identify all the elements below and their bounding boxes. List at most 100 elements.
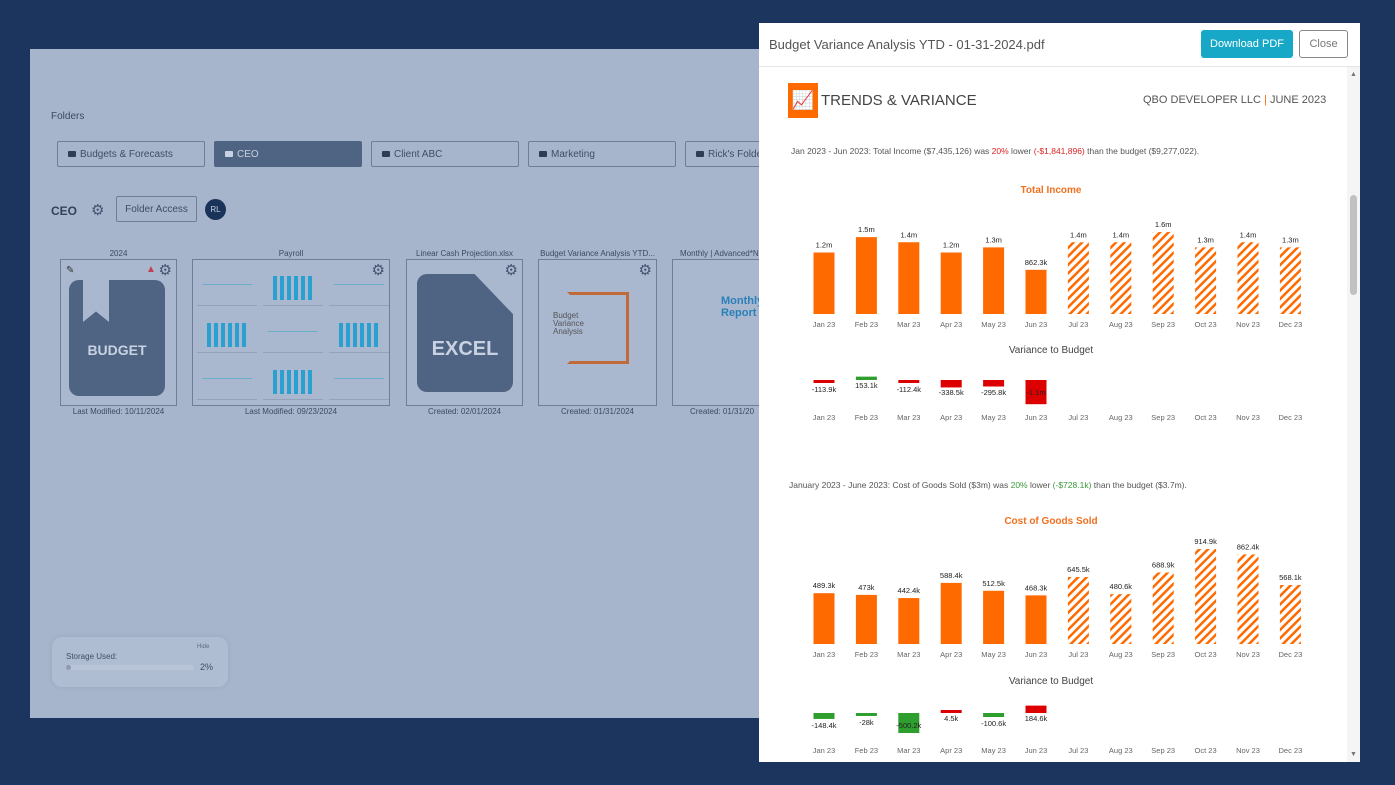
hide-storage-link[interactable]: Hide [197, 644, 210, 650]
folder-button[interactable]: Budgets & Forecasts [57, 141, 205, 167]
chart-thumbnail [329, 311, 389, 353]
pdf-preview-modal: Budget Variance Analysis YTD - 01-31-202… [759, 23, 1360, 762]
scrollbar-thumb[interactable] [1350, 195, 1357, 295]
x-tick-label: Jun 23 [1025, 746, 1048, 755]
x-tick-label: Apr 23 [940, 320, 962, 329]
edit-pencil-icon[interactable]: ✎ [66, 265, 75, 276]
data-label: 1.3m [985, 235, 1002, 244]
folder-button[interactable]: Client ABC [371, 141, 519, 167]
folder-icon [382, 151, 390, 157]
report-period: JUNE 2023 [1269, 94, 1327, 106]
file-card[interactable]: ⚙ [192, 259, 390, 406]
data-label: 512.5k [982, 579, 1005, 588]
download-pdf-button[interactable]: Download PDF [1201, 30, 1293, 58]
bar [940, 582, 962, 644]
data-label: 1.2m [943, 241, 960, 250]
data-label: 1.3m [1197, 235, 1214, 244]
report-title: TRENDS & VARIANCE [821, 92, 977, 109]
x-tick-label: Jan 23 [813, 413, 836, 422]
data-label: 1.3m [1282, 235, 1299, 244]
folder-button[interactable]: Rick's Folder [685, 141, 760, 167]
cogs-summary: January 2023 - June 2023: Cost of Goods … [789, 480, 1187, 490]
storage-percent: 2% [200, 662, 214, 672]
chart-title: Cost of Goods Sold [1004, 516, 1097, 527]
card-settings-gear-icon[interactable]: ⚙ [638, 262, 652, 279]
variance-bar [1025, 380, 1047, 405]
x-tick-label: Sep 23 [1151, 746, 1175, 755]
bar [1152, 572, 1174, 644]
card-settings-gear-icon[interactable]: ⚙ [158, 262, 172, 279]
data-label: 184.6k [1025, 714, 1048, 723]
data-label: 862.3k [1025, 258, 1048, 267]
card-settings-gear-icon[interactable]: ⚙ [504, 262, 518, 279]
data-label: 4.5k [944, 714, 958, 723]
card-date: Created: 01/31/2024 [561, 407, 634, 416]
chart-title: Variance to Budget [1009, 345, 1094, 356]
file-card[interactable]: EXCEL ⚙ [406, 259, 523, 406]
data-label: -100.6k [981, 719, 1006, 728]
variance-bar [940, 710, 962, 713]
data-label: 568.1k [1279, 573, 1302, 582]
card-settings-gear-icon[interactable]: ⚙ [371, 262, 385, 279]
pdf-scrollbar[interactable]: ▲ ▼ [1347, 67, 1360, 762]
bar [1067, 242, 1089, 314]
data-label: 862.4k [1237, 542, 1260, 551]
variance-bar [898, 713, 920, 734]
card-title: 2024 [109, 249, 128, 258]
bar [1025, 595, 1047, 644]
bar [1237, 554, 1259, 644]
x-tick-label: Jul 23 [1068, 650, 1088, 659]
data-label: 588.4k [940, 571, 963, 580]
folder-button[interactable]: Marketing [528, 141, 676, 167]
card-title: Payroll [278, 249, 304, 258]
chart-thumbnail [263, 264, 323, 306]
data-label: 153.1k [855, 381, 878, 390]
card-date: Created: 01/31/20 [689, 407, 755, 416]
bar [1110, 594, 1132, 644]
data-label: -148.4k [811, 721, 836, 730]
folder-icon [696, 151, 704, 157]
x-tick-label: Feb 23 [855, 320, 878, 329]
bar [898, 242, 920, 314]
x-tick-label: Dec 23 [1279, 413, 1303, 422]
variance-bar [813, 713, 835, 719]
card-date: Last Modified: 10/11/2024 [72, 407, 165, 416]
file-card[interactable]: Budget Variance Analysis ⚙ [538, 259, 657, 406]
scroll-up-icon: ▲ [1350, 71, 1357, 78]
folder-access-button[interactable]: Folder Access [116, 196, 197, 222]
data-label: -28k [859, 718, 874, 727]
data-label: 914.9k [1194, 537, 1217, 546]
x-tick-label: May 23 [981, 746, 1006, 755]
x-tick-label: Oct 23 [1195, 413, 1217, 422]
chart-title: Variance to Budget [1009, 676, 1094, 687]
card-date: Last Modified: 09/23/2024 [244, 407, 338, 416]
variance-bar [898, 380, 920, 383]
bar [855, 594, 877, 644]
scroll-down-icon: ▼ [1350, 751, 1357, 758]
storage-widget: Hide Storage Used: 2% [52, 637, 228, 687]
data-label: 1.5m [858, 225, 875, 234]
folder-button[interactable]: CEO [214, 141, 362, 167]
x-tick-label: Jan 23 [813, 650, 836, 659]
folder-label: Rick's Folder [708, 149, 760, 160]
bar [983, 247, 1005, 314]
x-tick-label: Mar 23 [897, 650, 920, 659]
card-title: Linear Cash Projection.xlsx [416, 249, 513, 258]
avatar[interactable]: RL [205, 199, 226, 220]
chart-thumbnail [263, 311, 323, 353]
x-tick-label: May 23 [981, 650, 1006, 659]
file-card[interactable]: BUDGET ✎ ▲ ⚙ [60, 259, 177, 406]
file-card[interactable]: Monthly Report [672, 259, 760, 406]
x-tick-label: Jun 23 [1025, 320, 1048, 329]
bar [1237, 242, 1259, 314]
close-button[interactable]: Close [1299, 30, 1348, 58]
bar [1110, 242, 1132, 314]
card-date: Created: 02/01/2024 [428, 407, 501, 416]
storage-progress-bar [66, 665, 194, 670]
variance-bar [855, 713, 877, 716]
data-label: -295.8k [981, 388, 1006, 397]
variance-bar [855, 376, 877, 380]
bar [898, 598, 920, 644]
data-label: -1.1m [1026, 388, 1045, 397]
folder-settings-gear-icon[interactable]: ⚙ [91, 202, 105, 219]
